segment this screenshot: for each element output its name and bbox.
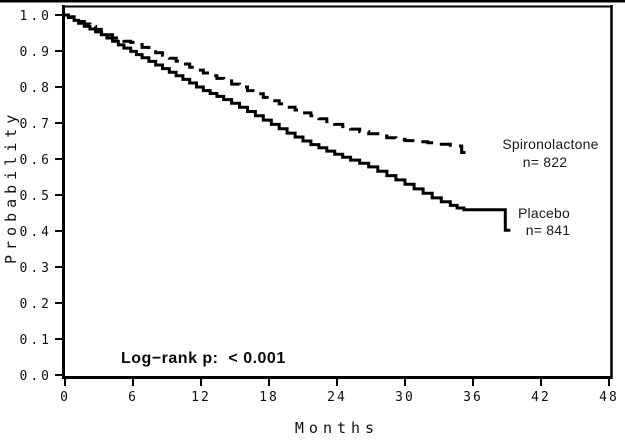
spironolactone-survival-curve xyxy=(65,13,468,154)
x-tick-label: 18 xyxy=(259,390,279,405)
x-tick-label: 42 xyxy=(531,390,551,405)
y-tick-label: 0.1 xyxy=(20,333,52,348)
x-tick-label: 24 xyxy=(327,390,347,405)
y-tick-label: 0.4 xyxy=(20,225,52,240)
spironolactone-curve-label: Spironolactone xyxy=(502,136,599,152)
x-tick-label: 6 xyxy=(128,390,138,405)
x-tick-label: 12 xyxy=(191,390,211,405)
y-tick-label: 0.0 xyxy=(20,369,52,384)
x-axis-title: Months xyxy=(294,419,380,437)
x-tick-label: 30 xyxy=(395,390,415,405)
y-tick-label: 1.0 xyxy=(20,9,52,24)
x-tick-label: 0 xyxy=(60,390,70,405)
y-tick-label: 0.2 xyxy=(20,297,52,312)
y-tick-label: 0.8 xyxy=(20,81,52,96)
y-axis-title: Probability xyxy=(2,109,20,264)
x-tick-label: 36 xyxy=(463,390,483,405)
placebo-n-label: n= 841 xyxy=(525,222,571,238)
logrank-p-annotation: Log−rank p: < 0.001 xyxy=(121,350,286,367)
figure-top-rule xyxy=(0,0,625,3)
spironolactone-n-label: n= 822 xyxy=(522,154,568,170)
x-tick-label: 48 xyxy=(599,390,619,405)
placebo-survival-curve xyxy=(65,13,511,232)
y-tick-label: 0.5 xyxy=(20,189,52,204)
placebo-curve-label: Placebo xyxy=(518,205,570,221)
y-tick-label: 0.9 xyxy=(20,45,52,60)
y-tick-label: 0.3 xyxy=(20,261,52,276)
y-tick-label: 0.6 xyxy=(20,153,52,168)
y-tick-label: 0.7 xyxy=(20,117,52,132)
